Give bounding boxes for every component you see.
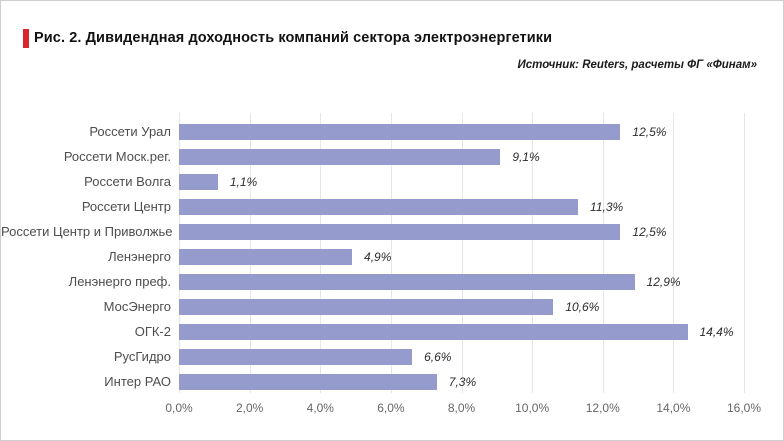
- value-label: 12,5%: [632, 225, 667, 239]
- bar: [179, 149, 501, 165]
- category-axis: Россети Урал Россети Моск.рег. Россети Вол…: [1, 113, 173, 393]
- x-tick-label: 16,0%: [726, 401, 762, 415]
- gridline: [744, 113, 745, 393]
- value-label: 6,6%: [424, 350, 452, 364]
- category-label: Россети Моск.рег.: [63, 149, 171, 164]
- bar-chart-plot-area: 12,5% 9,1% 1,1% 11,3% 12,5% 4,9% 12,9% 10,6% 14,…: [179, 113, 745, 393]
- figure-title-row: Рис. 2. Дивидендная доходность компаний …: [23, 29, 552, 48]
- x-tick-label: 12,0%: [585, 401, 620, 415]
- x-tick-label: 8,0%: [447, 401, 476, 415]
- bar: [179, 374, 437, 390]
- figure-title: Рис. 2. Дивидендная доходность компаний …: [34, 30, 553, 46]
- category-label: Россети Урал: [89, 124, 171, 139]
- category-label: РусГидро: [113, 349, 171, 364]
- title-accent-bar: [23, 29, 29, 48]
- bar: [179, 274, 635, 290]
- category-label: Интер РАО: [104, 374, 171, 389]
- bar: [179, 174, 218, 190]
- x-tick-label: 0,0%: [165, 401, 193, 415]
- gridline: [532, 113, 534, 393]
- value-label: 1,1%: [229, 175, 258, 189]
- value-label: 7,3%: [448, 375, 477, 389]
- category-label: Россети Центр: [81, 199, 171, 214]
- bar: [179, 224, 621, 240]
- value-label: 14,4%: [699, 325, 734, 339]
- category-label: Ленэнерго: [108, 249, 171, 264]
- gridline: [461, 113, 463, 393]
- value-label: 9,1%: [512, 150, 540, 164]
- bar: [179, 299, 554, 315]
- gridline: [673, 113, 675, 393]
- x-tick-label: 2,0%: [235, 401, 264, 415]
- x-tick-label: 4,0%: [306, 401, 334, 415]
- x-tick-label: 10,0%: [515, 401, 550, 415]
- x-axis: 0,0% 2,0% 4,0% 6,0% 8,0% 10,0% 12,0% 14,0% 16,0%: [165, 399, 761, 417]
- bar: [179, 124, 621, 140]
- x-tick-label: 14,0%: [656, 401, 691, 415]
- value-label: 11,3%: [590, 200, 624, 214]
- category-label: МосЭнерго: [103, 299, 171, 314]
- category-label: Россети Волга: [84, 174, 171, 189]
- bar: [179, 199, 579, 215]
- source-caption: Источник: Reuters, расчеты ФГ «Финам»: [517, 59, 757, 71]
- gridline: [602, 113, 604, 393]
- category-label: Россети Центр и Приволжье: [1, 224, 173, 239]
- bar: [179, 324, 688, 340]
- category-label: Ленэнерго преф.: [68, 274, 171, 289]
- value-label: 10,6%: [565, 300, 600, 314]
- value-label: 4,9%: [364, 250, 392, 264]
- value-label: 12,5%: [632, 125, 667, 139]
- x-tick-label: 6,0%: [377, 401, 405, 415]
- gridline: [390, 113, 392, 393]
- value-label: 12,9%: [646, 275, 681, 289]
- category-label: ОГК-2: [134, 324, 171, 339]
- bar: [179, 349, 413, 365]
- bar: [179, 249, 353, 265]
